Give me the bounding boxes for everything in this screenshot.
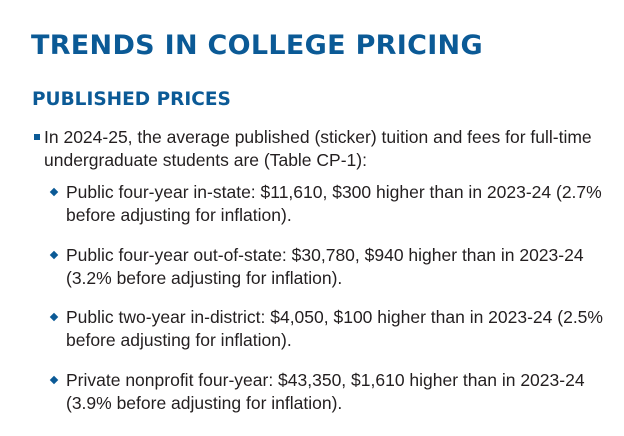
list-item: Public two-year in-district: $4,050, $10… [49, 306, 621, 352]
list-item-text: Public four-year out-of-state: $30,780, … [66, 245, 584, 288]
section-heading: PUBLISHED PRICES [32, 89, 231, 110]
list-item-text: Public four-year in-state: $11,610, $300… [66, 182, 602, 225]
list-item: Private nonprofit four-year: $43,350, $1… [49, 369, 621, 415]
intro-paragraph: In 2024-25, the average published (stick… [34, 126, 624, 172]
diamond-bullet-icon [49, 375, 59, 385]
diamond-bullet-icon [49, 312, 59, 322]
list-item: Public four-year out-of-state: $30,780, … [49, 244, 621, 290]
diamond-bullet-icon [49, 187, 59, 197]
list-item-text: Public two-year in-district: $4,050, $10… [66, 307, 603, 350]
page-title: TRENDS IN COLLEGE PRICING [31, 30, 483, 61]
square-bullet-icon [34, 134, 40, 140]
list-item-text: Private nonprofit four-year: $43,350, $1… [66, 370, 585, 413]
list-item: Public four-year in-state: $11,610, $300… [49, 181, 621, 227]
intro-text: In 2024-25, the average published (stick… [44, 127, 592, 170]
diamond-bullet-icon [49, 250, 59, 260]
